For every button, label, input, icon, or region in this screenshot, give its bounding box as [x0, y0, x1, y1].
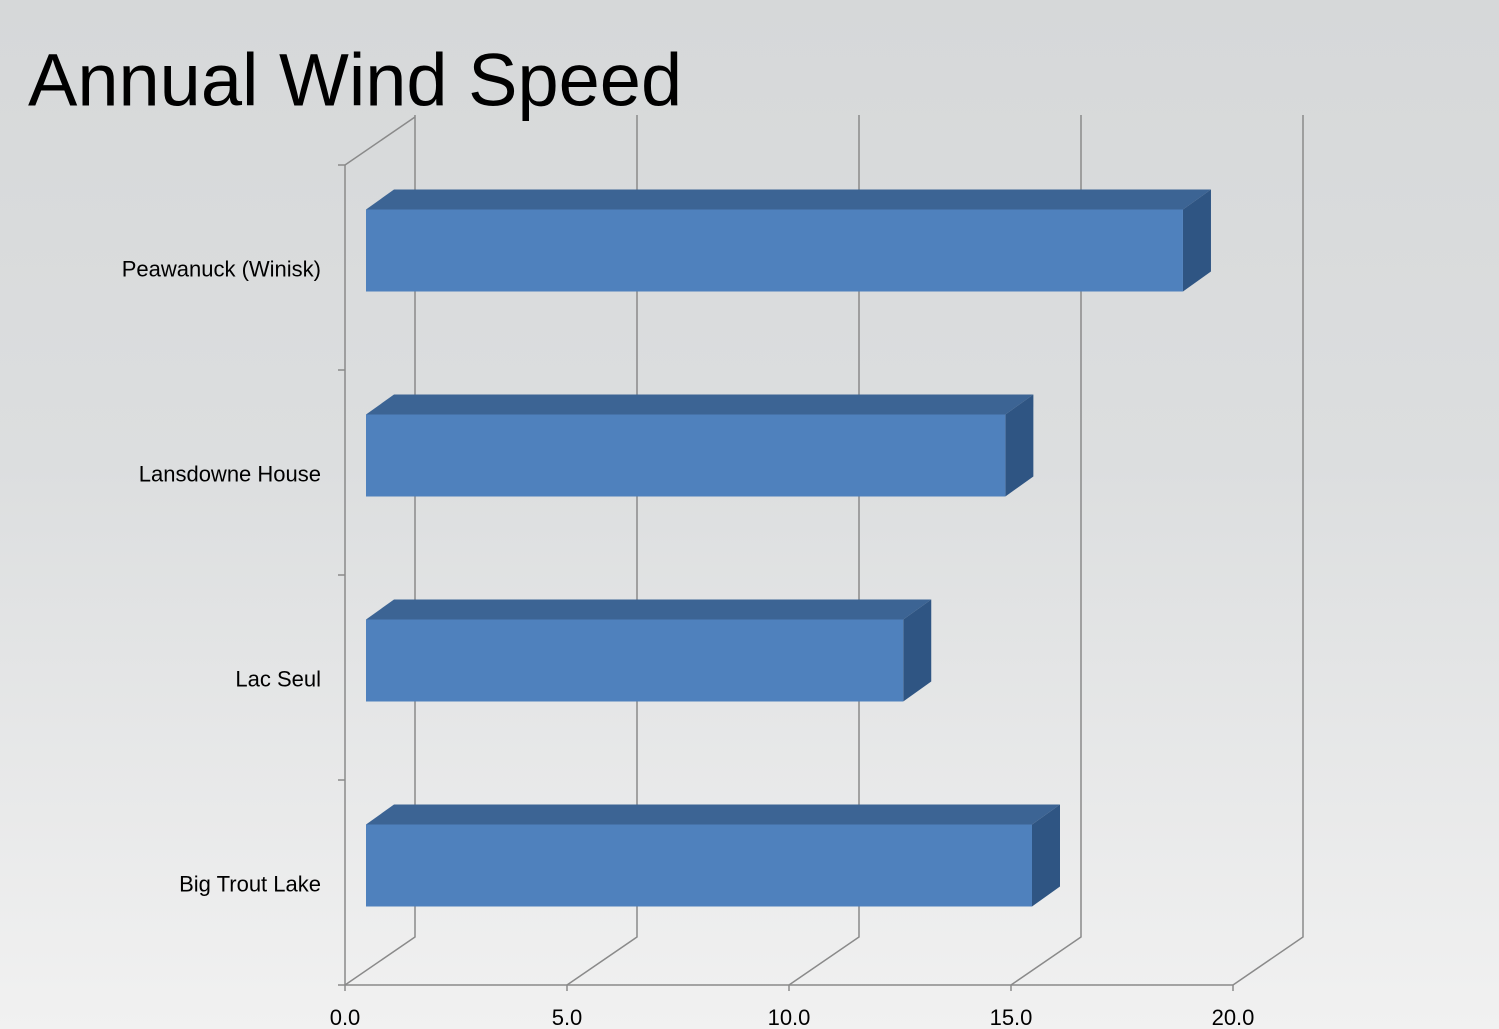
axis-line	[344, 116, 416, 166]
bar	[366, 209, 1183, 292]
grid-line	[344, 115, 416, 986]
grid-line	[566, 115, 638, 986]
y-tick-label: Big Trout Lake	[179, 871, 321, 896]
chart-title: Annual Wind Speed	[28, 39, 682, 122]
x-tick-label: 10.0	[768, 1005, 811, 1029]
plot-area: 0.0 5.0 10.0 15.0 20.0 Peawanuck (Winisk) Lans…	[122, 115, 1304, 1029]
bar-side	[1005, 394, 1034, 497]
bar	[366, 824, 1032, 907]
bar-top	[366, 804, 1060, 825]
bar-side	[1182, 189, 1211, 292]
x-tick-label: 20.0	[1212, 1005, 1255, 1029]
bar-side	[903, 599, 932, 702]
y-tick-label: Lac Seul	[235, 666, 321, 691]
grid-line	[1232, 115, 1304, 986]
bar	[366, 414, 1006, 497]
y-tick-label: Peawanuck (Winisk)	[122, 256, 321, 281]
x-tick-label: 15.0	[990, 1005, 1033, 1029]
grid-line	[1010, 115, 1082, 986]
bar-side	[1032, 804, 1060, 907]
y-tick-label: Lansdowne House	[139, 461, 321, 486]
bar-top	[366, 394, 1034, 415]
grid-line	[788, 115, 860, 986]
x-tick-label: 0.0	[330, 1005, 361, 1029]
bar	[366, 619, 904, 702]
bar-top	[366, 599, 932, 620]
bar-top	[366, 189, 1211, 210]
x-tick-label: 5.0	[552, 1005, 583, 1029]
